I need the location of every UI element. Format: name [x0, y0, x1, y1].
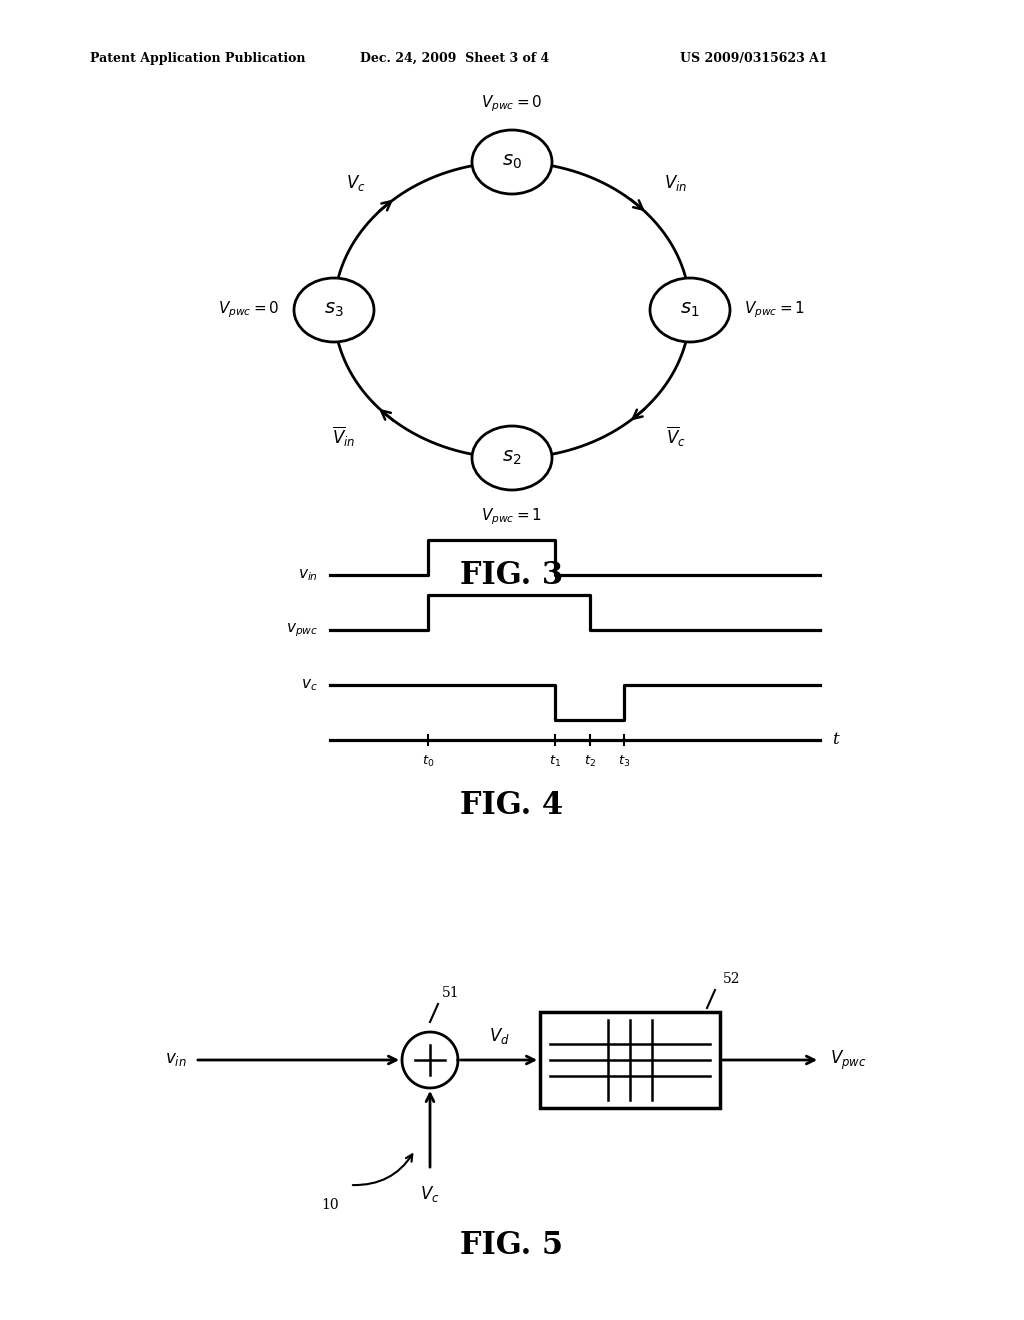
Text: US 2009/0315623 A1: US 2009/0315623 A1 — [680, 51, 827, 65]
Text: $\overline{V}_{in}$: $\overline{V}_{in}$ — [333, 425, 355, 449]
Text: $V_{pwc}=0$: $V_{pwc}=0$ — [481, 94, 543, 114]
Text: $s_3$: $s_3$ — [325, 301, 344, 319]
Text: $V_c$: $V_c$ — [420, 1184, 439, 1204]
Text: $\overline{V}_{c}$: $\overline{V}_{c}$ — [666, 425, 686, 449]
Ellipse shape — [650, 279, 730, 342]
Text: $v_c$: $v_c$ — [301, 677, 318, 693]
Text: $V_{in}$: $V_{in}$ — [665, 173, 687, 193]
Text: FIG. 4: FIG. 4 — [461, 789, 563, 821]
Text: $s_1$: $s_1$ — [680, 301, 699, 319]
Text: 10: 10 — [322, 1199, 339, 1212]
Text: $s_0$: $s_0$ — [502, 153, 522, 172]
Text: $v_{pwc}$: $v_{pwc}$ — [286, 622, 318, 639]
Text: $t_3$: $t_3$ — [617, 754, 630, 770]
Text: 52: 52 — [723, 972, 740, 986]
Bar — [540, 1012, 720, 1107]
Text: $V_{pwc}=1$: $V_{pwc}=1$ — [744, 300, 805, 321]
Ellipse shape — [294, 279, 374, 342]
Text: Dec. 24, 2009  Sheet 3 of 4: Dec. 24, 2009 Sheet 3 of 4 — [360, 51, 549, 65]
Text: $V_{c}$: $V_{c}$ — [346, 173, 366, 193]
Text: $V_{pwc}=0$: $V_{pwc}=0$ — [218, 300, 280, 321]
Text: $t_2$: $t_2$ — [584, 754, 596, 770]
Text: $v_{in}$: $v_{in}$ — [165, 1052, 187, 1068]
Text: FIG. 5: FIG. 5 — [461, 1230, 563, 1261]
Text: $s_2$: $s_2$ — [503, 449, 521, 467]
Text: $v_{in}$: $v_{in}$ — [298, 568, 318, 583]
Text: t: t — [831, 731, 839, 748]
Ellipse shape — [472, 426, 552, 490]
Text: $t_0$: $t_0$ — [422, 754, 434, 770]
Text: Patent Application Publication: Patent Application Publication — [90, 51, 305, 65]
Text: $V_{pwc}=1$: $V_{pwc}=1$ — [481, 506, 543, 527]
Text: $V_{pwc}$: $V_{pwc}$ — [830, 1048, 866, 1072]
Text: $V_d$: $V_d$ — [488, 1026, 509, 1045]
Text: $t_1$: $t_1$ — [549, 754, 561, 770]
Text: FIG. 3: FIG. 3 — [461, 560, 563, 591]
Ellipse shape — [472, 129, 552, 194]
Text: 51: 51 — [442, 986, 460, 1001]
